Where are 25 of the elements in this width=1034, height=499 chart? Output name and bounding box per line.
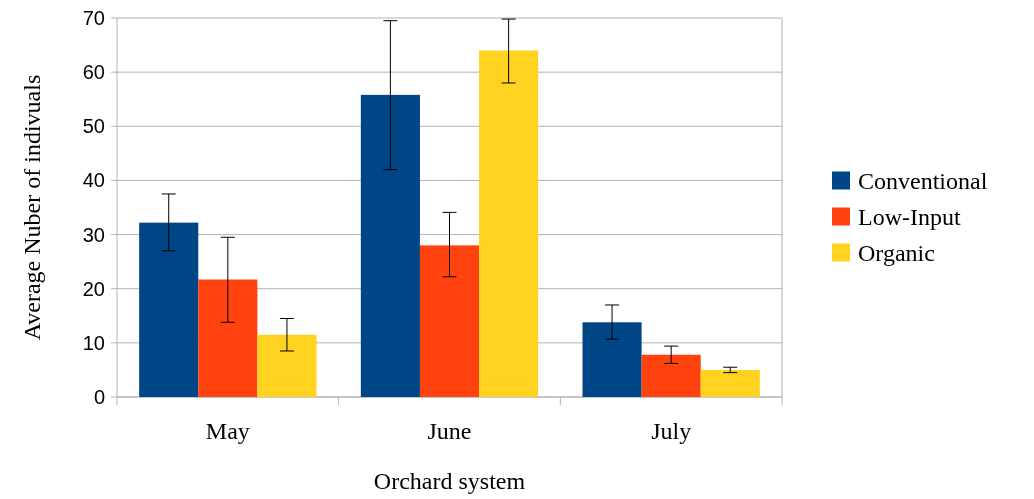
bar bbox=[700, 369, 760, 397]
bar bbox=[582, 322, 642, 397]
bar bbox=[139, 222, 199, 397]
y-tick-label: 20 bbox=[82, 277, 105, 300]
bar bbox=[479, 50, 539, 397]
legend-label: Low-Input bbox=[858, 203, 961, 230]
x-tick-label: July bbox=[651, 418, 692, 444]
legend-label: Conventional bbox=[858, 167, 988, 194]
bar bbox=[198, 279, 258, 397]
bar bbox=[419, 245, 480, 397]
bar bbox=[360, 94, 420, 397]
y-tick-label: 40 bbox=[82, 169, 105, 192]
x-tick-label: May bbox=[205, 418, 250, 444]
bar bbox=[641, 354, 701, 397]
y-tick-label: 70 bbox=[82, 7, 105, 29]
legend-label: Organic bbox=[858, 239, 935, 266]
y-tick-label: 0 bbox=[93, 386, 105, 408]
x-axis-title: Orchard system bbox=[373, 468, 526, 494]
y-tick-label: 10 bbox=[82, 331, 105, 354]
y-tick-label: 50 bbox=[82, 115, 105, 138]
y-tick-label: 30 bbox=[82, 223, 105, 246]
bar bbox=[257, 334, 317, 397]
y-axis-title: Average Nuber of indivuals bbox=[19, 74, 45, 341]
x-tick-label: June bbox=[427, 418, 472, 444]
y-tick-label: 60 bbox=[82, 61, 105, 84]
